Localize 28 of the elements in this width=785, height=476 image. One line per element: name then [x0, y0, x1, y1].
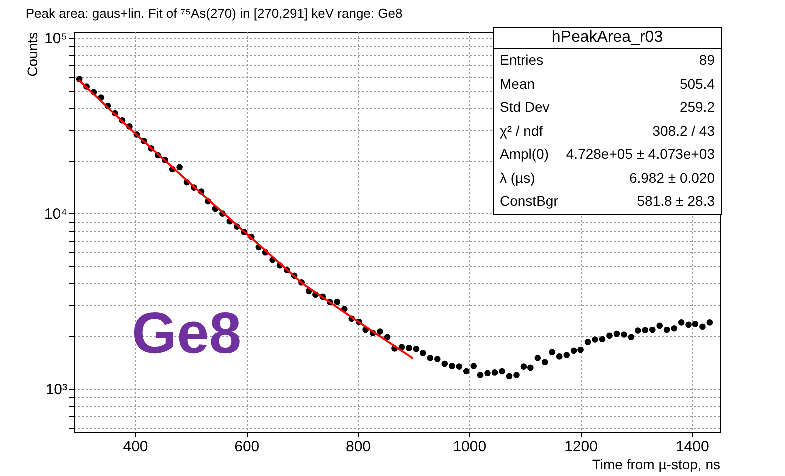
x-tick-label: 600 [234, 438, 260, 456]
x-tick-label: 800 [346, 438, 372, 456]
annotation: hPeakArea_r03 [494, 28, 721, 49]
annotation: 581.8 ± 28.3 [637, 192, 715, 211]
annotation: Ge8 [132, 300, 242, 367]
annotation: 6.982 ± 0.020 [629, 168, 715, 188]
x-axis-title: Time from µ-stop, ns [592, 456, 720, 472]
y-tick-label: 10³ [46, 382, 68, 399]
annotation: Entries [500, 51, 544, 70]
x-tick-label: 1400 [676, 438, 710, 456]
x-tick-label: 1200 [564, 438, 598, 456]
annotation: 505.4 [680, 74, 715, 94]
annotation: Std Dev [500, 98, 550, 117]
annotation: χ² / ndf [500, 122, 544, 141]
annotation: ConstBgr [500, 192, 558, 211]
y-tick-label: 10⁵ [44, 30, 68, 48]
annotation: Mean [500, 74, 536, 94]
chart-title: Peak area: gaus+lin. Fit of ⁷⁵As(270) in [270,291] keV range: Ge8 [26, 6, 403, 21]
annotation: Ampl(0) [500, 145, 550, 164]
annotation: 89 [699, 51, 715, 70]
y-tick-label: 10⁴ [44, 206, 68, 223]
annotation: 259.2 [680, 98, 715, 117]
y-axis-title: Counts [24, 32, 40, 77]
annotation: 308.2 / 43 [652, 122, 715, 140]
annotation: λ (µs) [500, 168, 536, 188]
x-tick-label: 400 [123, 438, 148, 456]
annotation: 4.728e+05 ± 4.073e+03 [566, 145, 715, 164]
x-tick-label: 1000 [453, 438, 487, 456]
